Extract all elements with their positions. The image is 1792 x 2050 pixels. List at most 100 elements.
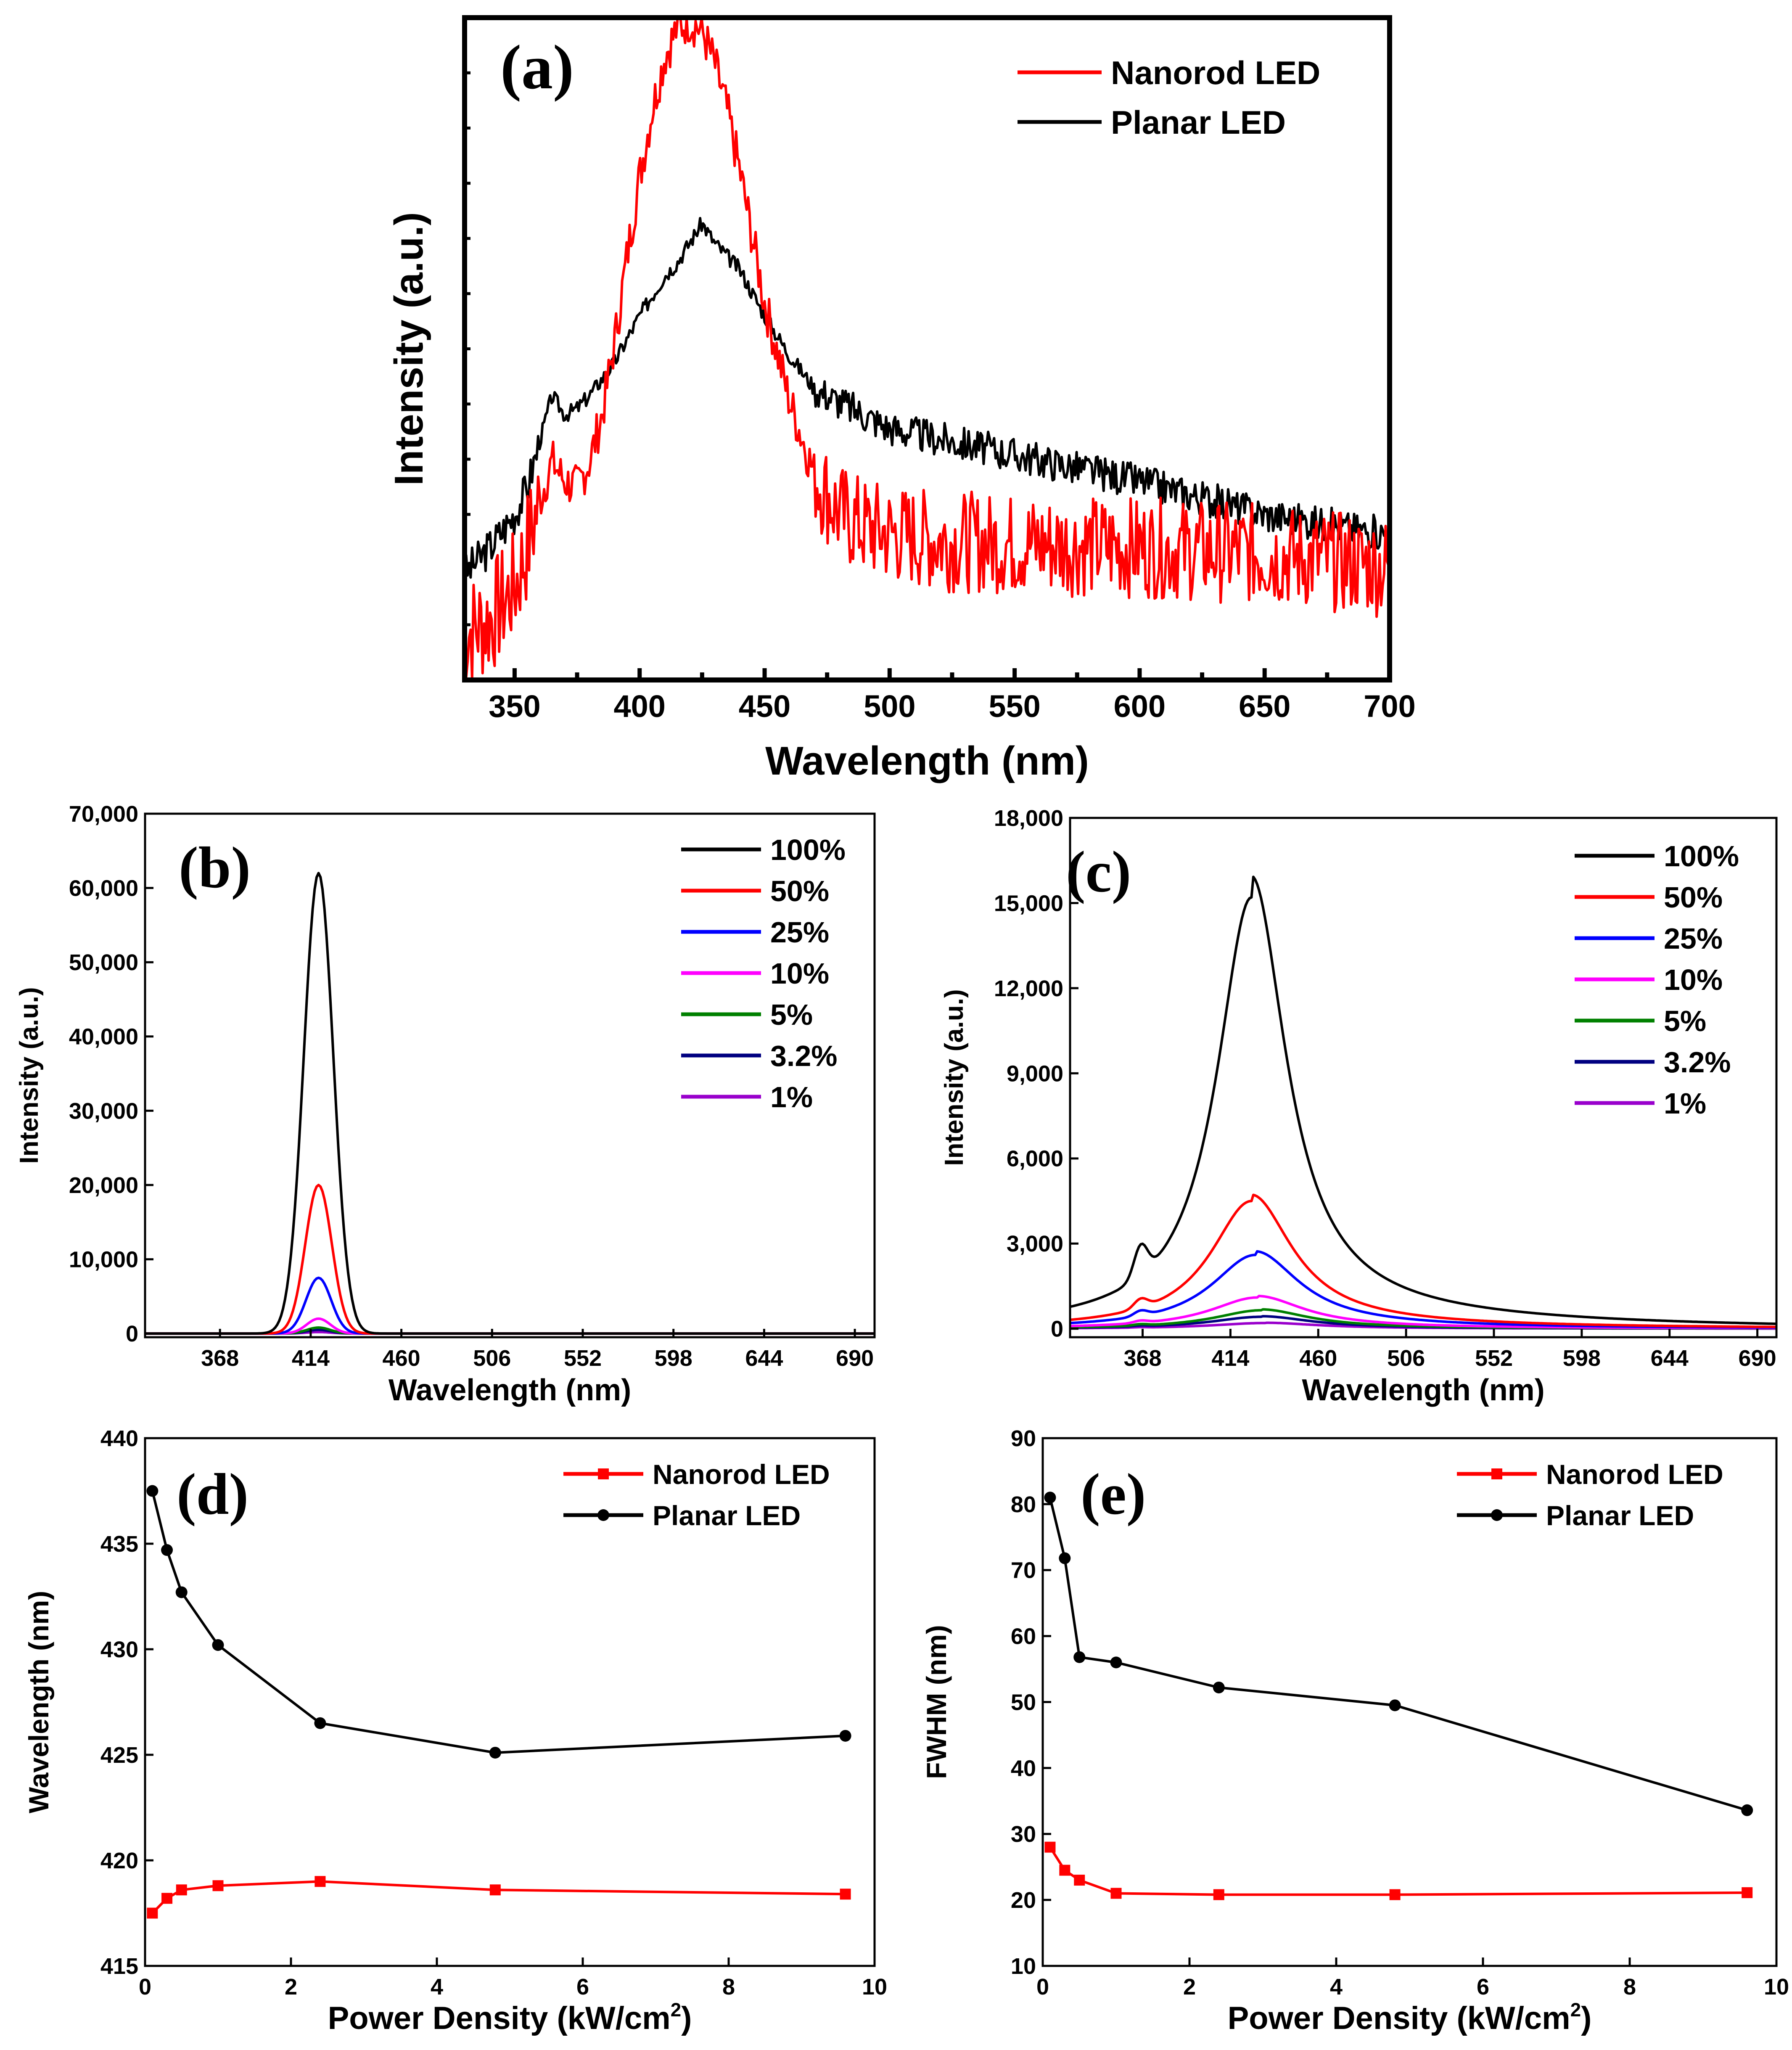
legend-label-a-0: Nanorod LED xyxy=(1111,54,1320,91)
marker-circle-d-1-5 xyxy=(489,1746,501,1759)
x-tick-label-b-4: 552 xyxy=(564,1346,602,1371)
marker-square-d-0-6 xyxy=(840,1889,851,1900)
y-tick-label-d-3: 430 xyxy=(100,1637,138,1662)
panel-b-nanorod-power-spectra: 368 414 460 506 552 598 644 690 0 10,000 20,000 30,… xyxy=(15,801,876,1407)
x-tick-label-c-5: 598 xyxy=(1563,1346,1601,1371)
marker-square-e-0-5 xyxy=(1389,1889,1401,1900)
marker-square-e-0-4 xyxy=(1213,1889,1224,1900)
marker-square-e-0-1 xyxy=(1059,1865,1070,1876)
x-axis-title-b: Wavelength (nm) xyxy=(389,1373,631,1407)
x-tick-label-c-0: 368 xyxy=(1123,1346,1161,1371)
plot-area-e xyxy=(1044,1492,1753,1900)
y-tick-label-e-4: 50 xyxy=(1011,1690,1036,1715)
y-tick-label-c-2: 6,000 xyxy=(1007,1146,1063,1172)
x-tick-label-b-6: 644 xyxy=(745,1346,783,1371)
panel-label-b: (b) xyxy=(179,835,251,900)
marker-circle-d-1-3 xyxy=(212,1639,224,1651)
legend-label-c-4: 5% xyxy=(1664,1005,1706,1037)
y-tick-label-d-0: 415 xyxy=(100,1954,138,1979)
x-tick-label-d-5: 10 xyxy=(862,1974,887,2000)
marker-circle-e-1-2 xyxy=(1073,1651,1086,1663)
x-tick-label-a-3: 500 xyxy=(864,689,915,724)
legend-label-c-0: 100% xyxy=(1664,840,1739,873)
y-tick-label-c-1: 3,000 xyxy=(1007,1231,1063,1256)
y-axis-title-b: Intensity (a.u.) xyxy=(15,987,44,1164)
plot-area-a xyxy=(465,18,1390,680)
x-tick-label-b-7: 690 xyxy=(836,1346,874,1371)
x-tick-label-d-0: 0 xyxy=(139,1974,151,2000)
y-axis-title-e: FWHM (nm) xyxy=(921,1625,952,1779)
x-tick-label-a-4: 550 xyxy=(989,689,1040,724)
marker-square-e-0-3 xyxy=(1110,1888,1122,1899)
y-axis-title-c: Intensity (a.u.) xyxy=(940,989,969,1166)
plot-area-c xyxy=(1070,876,1776,1330)
axes-frame-d xyxy=(144,1437,876,1967)
legend-label-b-5: 3.2% xyxy=(770,1040,838,1072)
marker-circle-d-1-6 xyxy=(839,1730,851,1742)
panel-label-e: (e) xyxy=(1081,1462,1146,1527)
marker-circle-e-1-4 xyxy=(1213,1681,1225,1693)
legend-label-a-1: Planar LED xyxy=(1111,104,1286,141)
legend-label-b-0: 100% xyxy=(770,833,846,866)
x-tick-label-a-7: 700 xyxy=(1364,689,1415,724)
y-tick-label-d-4: 435 xyxy=(100,1532,138,1557)
x-tick-label-c-1: 414 xyxy=(1211,1346,1249,1371)
y-tick-label-e-1: 20 xyxy=(1011,1888,1036,1913)
legend-label-b-4: 5% xyxy=(770,998,813,1031)
series-group-a xyxy=(465,18,1390,680)
y-tick-label-e-2: 30 xyxy=(1011,1822,1036,1847)
x-tick-label-c-3: 506 xyxy=(1387,1346,1425,1371)
legend-label-b-6: 1% xyxy=(770,1081,813,1114)
panel-label-d: (d) xyxy=(177,1462,248,1527)
y-tick-label-e-7: 80 xyxy=(1011,1492,1036,1517)
x-tick-label-e-4: 8 xyxy=(1623,1974,1636,2000)
marker-circle-d-1-1 xyxy=(161,1544,173,1556)
legend-label-c-1: 50% xyxy=(1664,881,1723,914)
series-group-b xyxy=(145,872,875,1335)
plot-area-b xyxy=(145,872,875,1335)
panel-label-a: (a) xyxy=(500,32,574,102)
y-tick-label-c-0: 0 xyxy=(1051,1317,1063,1342)
legend-label-b-2: 25% xyxy=(770,916,829,949)
x-tick-label-c-2: 460 xyxy=(1299,1346,1337,1371)
x-tick-label-e-5: 10 xyxy=(1764,1974,1789,2000)
y-tick-label-e-3: 40 xyxy=(1011,1756,1036,1781)
legend-marker-e-0 xyxy=(1491,1468,1502,1479)
series-line-a-0 xyxy=(465,18,1390,680)
y-tick-label-b-4: 40,000 xyxy=(69,1024,138,1050)
marker-square-d-0-0 xyxy=(147,1907,158,1919)
series-line-b-0 xyxy=(145,872,875,1335)
x-tick-label-d-2: 4 xyxy=(431,1974,443,2000)
marker-square-e-0-6 xyxy=(1742,1887,1753,1898)
y-tick-label-e-5: 60 xyxy=(1011,1624,1036,1649)
y-tick-label-c-4: 12,000 xyxy=(994,976,1063,1001)
y-axis-title-d: Wavelength (nm) xyxy=(23,1591,54,1813)
legend-label-b-1: 50% xyxy=(770,875,829,907)
x-axis-title-e: Power Density (kW/cm2) xyxy=(1228,1999,1592,2036)
axes-frame-c xyxy=(1069,817,1778,1338)
x-tick-label-b-0: 368 xyxy=(201,1346,239,1371)
x-tick-label-c-4: 552 xyxy=(1475,1346,1513,1371)
marker-circle-d-1-0 xyxy=(146,1485,159,1497)
panel-label-c: (c) xyxy=(1066,839,1131,905)
x-tick-label-d-3: 6 xyxy=(576,1974,589,2000)
x-tick-label-a-2: 450 xyxy=(739,689,790,724)
x-tick-label-a-6: 650 xyxy=(1239,689,1290,724)
marker-square-e-0-2 xyxy=(1074,1875,1085,1886)
series-group-d xyxy=(146,1485,851,1919)
y-tick-label-d-2: 425 xyxy=(100,1743,138,1768)
x-axis-title-superscript-d: 2 xyxy=(671,1999,681,2021)
x-tick-label-a-5: 600 xyxy=(1114,689,1166,724)
x-tick-label-b-5: 598 xyxy=(655,1346,692,1371)
marker-square-d-0-4 xyxy=(315,1876,326,1887)
x-tick-label-b-1: 414 xyxy=(292,1346,330,1371)
x-axis-title-superscript-e: 2 xyxy=(1570,1999,1581,2021)
y-tick-label-c-3: 9,000 xyxy=(1007,1061,1063,1086)
x-axis-title-main-e: Power Density (kW/cm xyxy=(1228,2000,1570,2036)
marker-circle-d-1-4 xyxy=(314,1717,326,1729)
series-line-c-1 xyxy=(1070,1193,1776,1328)
marker-square-e-0-0 xyxy=(1044,1841,1056,1853)
legend-label-d-0: Nanorod LED xyxy=(653,1459,830,1490)
y-tick-label-c-6: 18,000 xyxy=(994,806,1063,831)
